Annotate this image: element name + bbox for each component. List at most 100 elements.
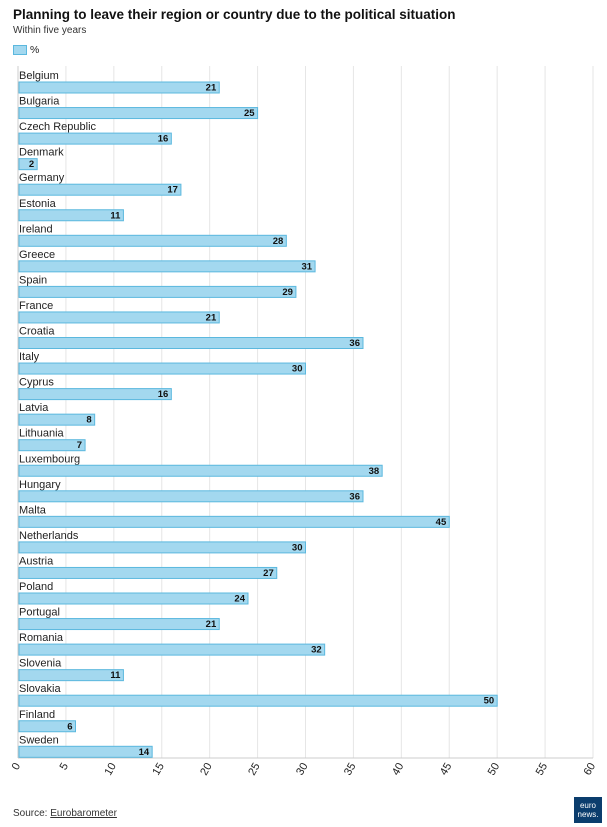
bar [18, 515, 450, 528]
data-label: 27 [263, 568, 274, 579]
x-tick-label: 20 [198, 761, 215, 778]
x-tick-label: 40 [390, 761, 407, 778]
x-tick-label: 50 [486, 761, 503, 778]
bar [18, 618, 220, 631]
data-label: 50 [484, 696, 495, 707]
legend-label: % [30, 44, 40, 56]
category-label: Croatia [19, 326, 55, 338]
category-label: Slovenia [19, 658, 62, 670]
data-label: 29 [282, 287, 293, 298]
bar [18, 132, 172, 145]
category-label: Cyprus [19, 377, 54, 389]
data-label: 2 [29, 159, 34, 170]
bar [18, 669, 124, 682]
data-label: 28 [273, 236, 284, 247]
x-tick-label: 0 [10, 761, 23, 772]
category-label: Czech Republic [19, 121, 97, 133]
bar [18, 183, 182, 196]
bar [18, 464, 383, 477]
legend: % [13, 44, 39, 56]
data-label: 31 [302, 261, 313, 272]
x-tick-label: 10 [102, 761, 119, 778]
data-label: 30 [292, 364, 303, 375]
bar [18, 311, 220, 324]
x-tick-label: 30 [294, 761, 311, 778]
data-label: 16 [158, 389, 169, 400]
category-label: Spain [19, 274, 47, 286]
category-label: Lithuania [19, 428, 65, 440]
data-label: 30 [292, 542, 303, 553]
source-footer: Source: Eurobarometer [13, 808, 117, 819]
data-label: 6 [67, 721, 72, 732]
data-label: 45 [436, 517, 447, 528]
bar [18, 337, 364, 349]
category-label: Luxembourg [19, 453, 80, 465]
category-label: Denmark [19, 147, 64, 159]
category-label: Austria [19, 555, 54, 567]
bar [18, 413, 96, 426]
data-label: 11 [110, 670, 121, 681]
data-label: 21 [206, 312, 217, 323]
x-tick-label: 15 [150, 761, 167, 778]
category-label: Poland [19, 581, 53, 593]
data-label: 11 [110, 210, 121, 221]
data-label: 32 [311, 645, 322, 656]
bar [18, 541, 306, 554]
bar [18, 158, 38, 171]
x-tick-label: 25 [246, 761, 263, 778]
bar [18, 592, 249, 605]
bar [18, 285, 297, 298]
data-label: 21 [206, 619, 217, 630]
category-label: Finland [19, 709, 55, 721]
category-label: Estonia [19, 198, 57, 210]
bar [18, 745, 153, 758]
bar [18, 107, 259, 120]
category-label: Italy [19, 351, 40, 363]
category-label: Bulgaria [19, 96, 60, 108]
category-label: Ireland [19, 223, 53, 235]
bar [18, 362, 306, 375]
bar [18, 720, 76, 733]
chart-subtitle: Within five years [13, 25, 87, 36]
bar [18, 490, 364, 503]
bar [18, 209, 124, 222]
data-label: 7 [77, 440, 82, 451]
category-label: Portugal [19, 607, 60, 619]
data-label: 14 [139, 747, 150, 758]
bar [18, 260, 316, 273]
category-label: Netherlands [19, 530, 79, 542]
bar [18, 439, 86, 452]
bar [18, 388, 172, 401]
chart-title: Planning to leave their region or countr… [13, 7, 456, 22]
euronews-logo: euro news. [574, 797, 602, 823]
data-label: 24 [234, 594, 245, 605]
x-tick-label: 45 [438, 761, 455, 778]
bar [18, 81, 220, 94]
category-label: Hungary [19, 479, 61, 491]
x-tick-label: 60 [582, 761, 599, 778]
data-label: 36 [349, 338, 360, 349]
category-label: Germany [19, 172, 65, 184]
category-label: Latvia [19, 402, 49, 414]
category-label: Greece [19, 249, 55, 261]
data-label: 21 [206, 83, 217, 94]
logo-line1: euro [579, 801, 596, 810]
bar [18, 643, 326, 656]
source-prefix: Source: [13, 808, 51, 819]
category-label: Slovakia [19, 683, 61, 695]
category-label: Sweden [19, 734, 59, 746]
x-tick-label: 55 [534, 761, 551, 778]
legend-swatch [13, 45, 27, 55]
data-label: 38 [369, 466, 380, 477]
data-label: 17 [167, 185, 178, 196]
bar [18, 234, 287, 247]
logo-line2: news. [577, 810, 599, 819]
data-label: 25 [244, 108, 255, 119]
category-label: France [19, 300, 53, 312]
data-label: 16 [158, 134, 169, 145]
x-tick-label: 5 [58, 761, 71, 772]
source-link[interactable]: Eurobarometer [50, 808, 117, 819]
category-label: Romania [19, 632, 64, 644]
data-label: 36 [349, 491, 360, 502]
